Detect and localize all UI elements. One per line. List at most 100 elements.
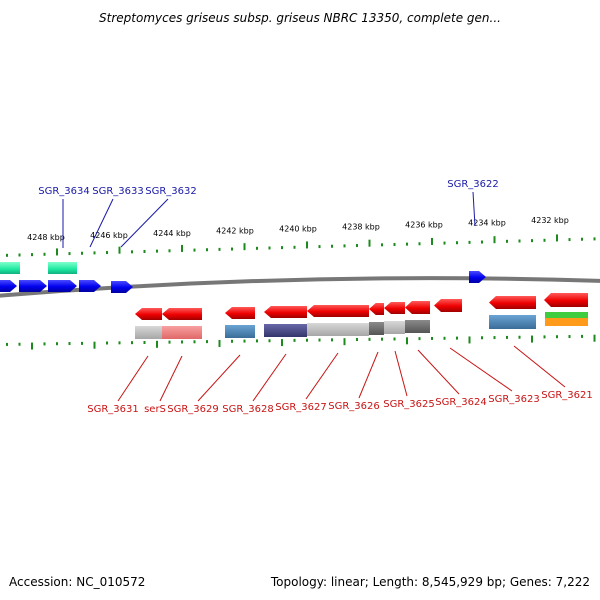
minor-tick bbox=[206, 248, 208, 252]
reverse-gene-label[interactable]: serS bbox=[144, 404, 166, 415]
forward-feature-block bbox=[0, 262, 20, 274]
annotation-block bbox=[369, 322, 384, 335]
reverse-gene-label[interactable]: SGR_3626 bbox=[328, 401, 380, 412]
minor-tick bbox=[81, 251, 83, 255]
forward-gene-arrow bbox=[0, 280, 17, 292]
minor-tick bbox=[506, 239, 508, 243]
minor-tick bbox=[493, 336, 496, 340]
reverse-label-leader-line bbox=[394, 350, 408, 397]
minor-tick bbox=[543, 335, 546, 339]
minor-tick bbox=[481, 336, 483, 340]
minor-tick bbox=[518, 239, 521, 243]
accession-text: Accession: NC_010572 bbox=[9, 575, 146, 589]
major-tick bbox=[243, 243, 246, 251]
minor-tick bbox=[256, 246, 258, 250]
forward-gene-label[interactable]: SGR_3634 bbox=[38, 186, 90, 197]
minor-tick bbox=[231, 247, 233, 251]
annotation-block bbox=[225, 325, 255, 338]
reverse-gene-label[interactable]: SGR_3628 bbox=[222, 404, 274, 415]
scale-tick-label: 4234 kbp bbox=[468, 218, 506, 227]
minor-tick bbox=[118, 341, 121, 345]
reverse-label-leader-line bbox=[252, 353, 287, 402]
minor-tick bbox=[6, 253, 8, 257]
major-tick bbox=[56, 248, 58, 256]
minor-tick bbox=[181, 340, 183, 344]
scale-tick-label: 4238 kbp bbox=[342, 223, 380, 232]
minor-tick bbox=[268, 246, 271, 250]
reverse-gene-label[interactable]: SGR_3624 bbox=[435, 397, 487, 408]
minor-tick bbox=[256, 339, 258, 343]
minor-tick bbox=[393, 337, 396, 341]
reverse-gene-label[interactable]: SGR_3623 bbox=[488, 394, 540, 405]
minor-tick bbox=[331, 244, 333, 248]
reverse-gene-arrow bbox=[264, 306, 307, 318]
major-tick bbox=[468, 336, 471, 344]
forward-gene-label[interactable]: SGR_3633 bbox=[92, 186, 144, 197]
forward-gene-label[interactable]: SGR_3632 bbox=[145, 186, 197, 197]
reverse-gene-arrow bbox=[307, 305, 369, 317]
forward-gene-arrow bbox=[79, 280, 101, 292]
major-tick bbox=[306, 241, 308, 249]
major-tick bbox=[431, 237, 433, 245]
annotation-block bbox=[162, 326, 202, 339]
reverse-gene-arrow bbox=[489, 296, 536, 309]
major-tick bbox=[118, 246, 121, 254]
forward-label-leader-line bbox=[89, 198, 114, 248]
minor-tick bbox=[231, 339, 233, 343]
major-tick bbox=[406, 337, 408, 345]
annotation-block bbox=[135, 326, 162, 339]
major-tick bbox=[281, 339, 283, 347]
major-tick bbox=[93, 341, 96, 349]
major-tick bbox=[368, 239, 371, 247]
minor-tick bbox=[143, 340, 146, 344]
minor-tick bbox=[518, 335, 521, 339]
major-tick bbox=[531, 335, 533, 343]
annotation-block bbox=[307, 323, 369, 336]
reverse-label-leader-line bbox=[117, 355, 149, 402]
minor-tick bbox=[218, 247, 221, 251]
annotation-block bbox=[405, 320, 430, 333]
forward-label-leader-line bbox=[472, 191, 476, 227]
minor-tick bbox=[368, 337, 371, 341]
minor-tick bbox=[443, 336, 446, 340]
major-tick bbox=[31, 342, 33, 350]
annotation-block bbox=[545, 312, 588, 318]
minor-tick bbox=[293, 245, 296, 249]
minor-tick bbox=[143, 249, 146, 253]
reverse-gene-arrow bbox=[405, 301, 430, 314]
minor-tick bbox=[243, 339, 246, 343]
reverse-gene-label[interactable]: SGR_3629 bbox=[167, 404, 219, 415]
minor-tick bbox=[593, 237, 596, 241]
minor-tick bbox=[56, 342, 58, 346]
reverse-gene-label[interactable]: SGR_3625 bbox=[383, 399, 435, 410]
minor-tick bbox=[306, 338, 308, 342]
major-tick bbox=[493, 236, 496, 244]
annotation-block bbox=[264, 324, 307, 337]
forward-gene-arrow bbox=[48, 280, 77, 292]
reverse-gene-arrow bbox=[369, 303, 384, 315]
reverse-gene-label[interactable]: SGR_3627 bbox=[275, 402, 327, 413]
reverse-label-leader-line bbox=[358, 351, 379, 399]
minor-tick bbox=[68, 252, 71, 256]
reverse-label-leader-line bbox=[159, 355, 183, 402]
reverse-label-leader-line bbox=[449, 347, 513, 392]
minor-tick bbox=[331, 338, 333, 342]
minor-tick bbox=[443, 241, 446, 245]
forward-gene-label[interactable]: SGR_3622 bbox=[447, 179, 499, 190]
minor-tick bbox=[281, 246, 283, 250]
reverse-gene-label[interactable]: SGR_3631 bbox=[87, 404, 139, 415]
minor-tick bbox=[6, 342, 8, 346]
genome-summary-text: Topology: linear; Length: 8,545,929 bp; … bbox=[270, 575, 590, 589]
reverse-label-leader-line bbox=[197, 354, 241, 402]
scale-tick-label: 4232 kbp bbox=[531, 216, 569, 225]
minor-tick bbox=[568, 335, 571, 339]
minor-tick bbox=[418, 337, 421, 341]
minor-tick bbox=[68, 342, 71, 346]
scale-tick-label: 4240 kbp bbox=[279, 225, 317, 234]
major-tick bbox=[556, 234, 558, 242]
minor-tick bbox=[381, 337, 383, 341]
minor-tick bbox=[156, 249, 158, 253]
minor-tick bbox=[543, 238, 546, 242]
reverse-gene-label[interactable]: SGR_3621 bbox=[541, 390, 593, 401]
